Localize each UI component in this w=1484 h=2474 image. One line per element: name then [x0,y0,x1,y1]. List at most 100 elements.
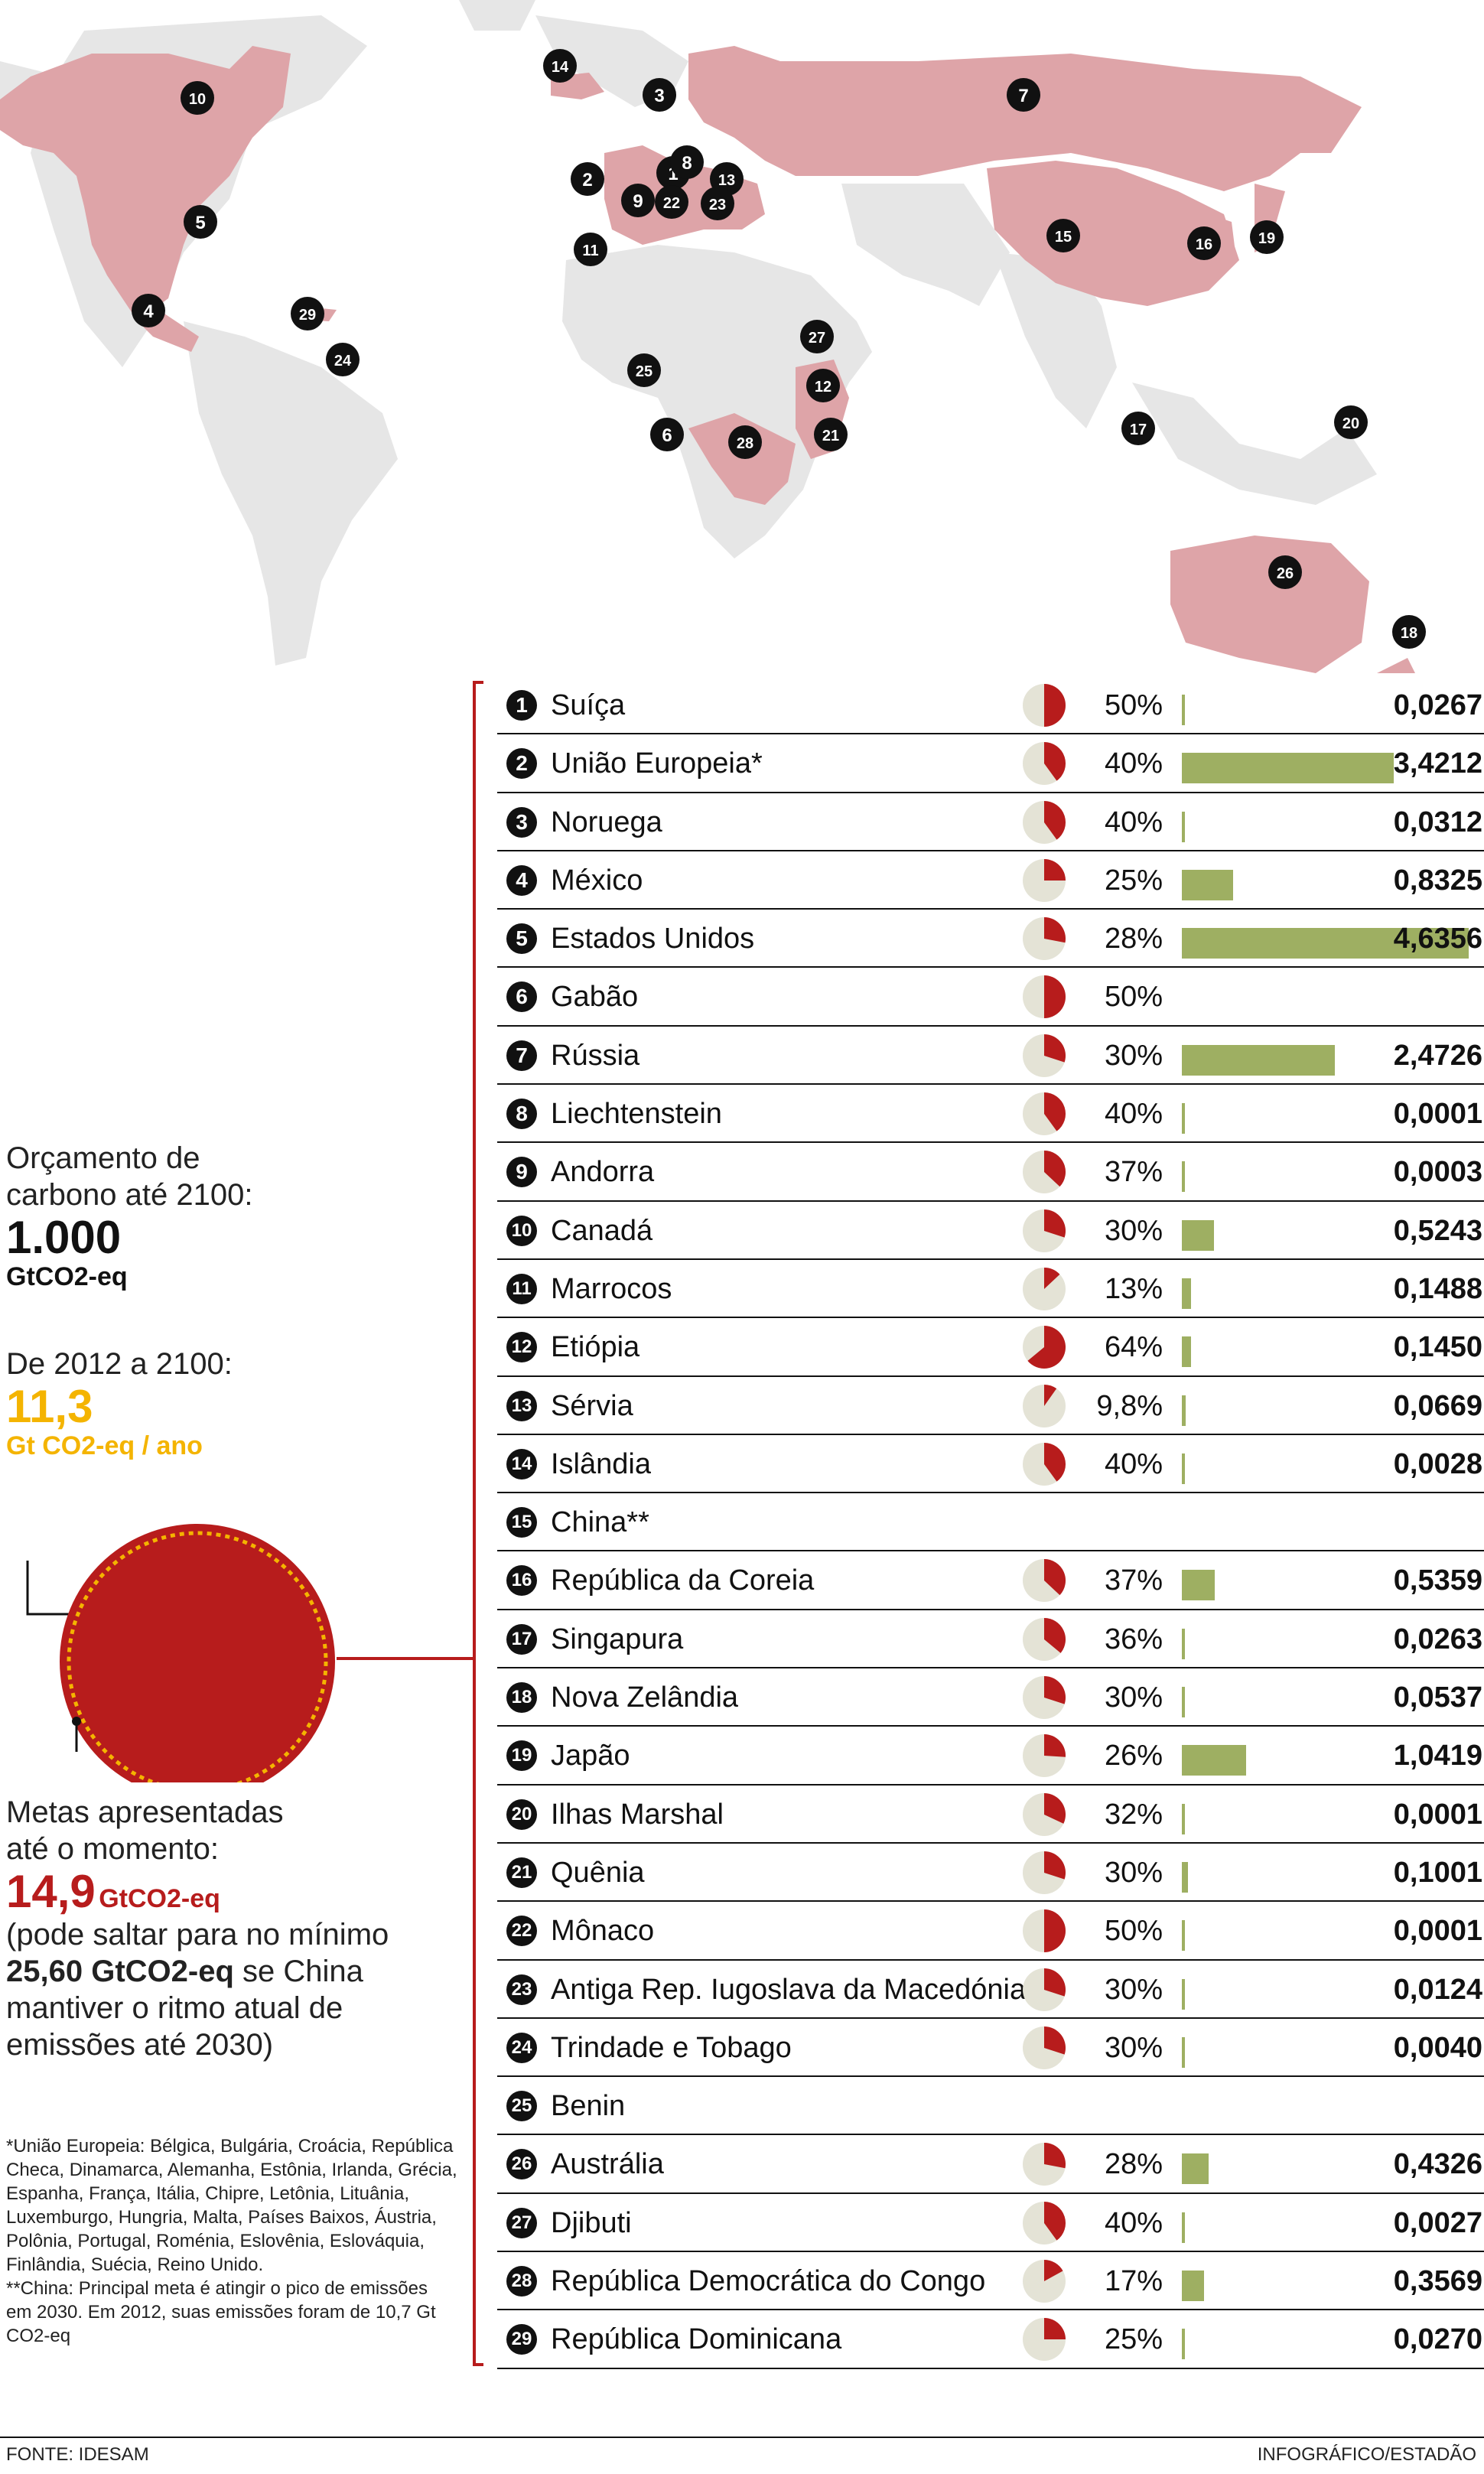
country-name: Sérvia [551,1389,633,1422]
emissions-value: 0,0124 [1393,1973,1482,2006]
reduction-percent: 30% [1104,1973,1163,2006]
emissions-bar [1182,869,1234,900]
row-number-badge: 13 [506,1390,537,1421]
table-row: 13 Sérvia 9,8% 0,0669 [497,1377,1484,1435]
country-name: Singapura [551,1623,684,1655]
row-number-badge: 11 [506,1273,537,1304]
reduction-percent: 30% [1104,1039,1163,1072]
svg-text:18: 18 [1401,625,1417,642]
row-number-badge: 25 [506,2091,537,2122]
table-row: 27 Djibuti 40% 0,0027 [497,2194,1484,2253]
pie-slice [1044,917,1066,943]
emissions-value: 0,0028 [1393,1447,1482,1480]
pie-mark [1023,1734,1066,1778]
budget-label-line1: Orçamento de [6,1141,200,1175]
marker-21: 21 [814,418,848,451]
table-row: 20 Ilhas Marshal 32% 0,0001 [497,1786,1484,1844]
reduction-percent: 36% [1104,1623,1163,1655]
svg-text:14: 14 [552,59,569,76]
country-name: Japão [551,1740,630,1772]
emissions-value: 0,0537 [1393,1681,1482,1714]
emissions-bar [1182,1803,1185,1834]
emissions-value: 0,1450 [1393,1331,1482,1364]
goals-note-2a: 25,60 GtCO2-eq [6,1955,234,1988]
country-name: Noruega [551,806,662,838]
emissions-value: 0,0027 [1393,2206,1482,2239]
table-row: 3 Noruega 40% 0,0312 [497,793,1484,851]
pie-slice [1044,2143,1066,2169]
goals-unit: GtCO2-eq [99,1884,220,1913]
reduction-percent: 30% [1104,2031,1163,2064]
reduction-percent: 37% [1104,1156,1163,1189]
row-number-badge: 4 [506,864,537,896]
svg-text:24: 24 [334,353,352,369]
table-row: 23 Antiga Rep. Iugoslava da Macedónia 30% 0… [497,1961,1484,2019]
table-bracket [473,681,483,2366]
svg-text:29: 29 [299,307,316,324]
marker-12: 12 [806,369,840,402]
country-name: Canadá [551,1214,653,1247]
svg-text:7: 7 [1018,86,1028,106]
marker-28: 28 [728,425,762,459]
table-row: 1 Suíça 50% 0,0267 [497,676,1484,735]
table-row: 4 México 25% 0,8325 [497,851,1484,910]
emissions-value: 1,0419 [1393,1740,1482,1772]
table-row: 29 República Dominicana 25% 0,0270 [497,2310,1484,2369]
emissions-value: 0,0263 [1393,1623,1482,1655]
goals-note-2b: se China [233,1955,363,1988]
marker-8: 8 [670,145,704,179]
budget-unit: GtCO2-eq [6,1262,128,1291]
pie-slice [1044,2201,1066,2241]
svg-text:10: 10 [189,91,206,108]
svg-text:5: 5 [195,213,205,233]
emissions-bar [1182,2153,1209,2185]
marker-25: 25 [627,353,661,387]
emissions-bar [1182,2271,1204,2302]
pie-mark [1023,917,1066,961]
svg-text:9: 9 [633,191,643,212]
pie-mark [1023,858,1066,902]
country-name: República Democrática do Congo [551,2265,986,2298]
reduction-percent: 26% [1104,1740,1163,1772]
marker-4: 4 [132,294,165,327]
table-row: 24 Trindade e Tobago 30% 0,0040 [497,2019,1484,2078]
row-number-badge: 29 [506,2324,537,2355]
emissions-bar [1182,2212,1185,2243]
period-label: De 2012 a 2100: [6,1347,233,1381]
country-name: Islândia [551,1447,651,1480]
reduction-percent: 17% [1104,2265,1163,2298]
svg-text:8: 8 [682,153,692,174]
emissions-value: 0,0003 [1393,1156,1482,1189]
emissions-bar [1182,1570,1216,1601]
marker-6: 6 [650,418,684,451]
marker-26: 26 [1268,555,1302,589]
country-name: Estados Unidos [551,923,755,955]
svg-text:6: 6 [662,425,672,446]
emissions-bar [1182,753,1394,784]
emissions-value: 0,5359 [1393,1564,1482,1597]
marker-22: 22 [655,185,688,219]
marker-15: 15 [1046,219,1080,252]
emissions-value: 4,6356 [1393,923,1482,955]
marker-9: 9 [621,184,655,217]
emissions-bar [1182,1103,1185,1134]
country-name: União Europeia* [551,747,763,780]
emissions-value: 0,1488 [1393,1272,1482,1305]
country-name: Etiópia [551,1331,640,1364]
row-number-badge: 10 [506,1215,537,1246]
pie-mark [1023,2143,1066,2186]
pie-mark [1023,2318,1066,2362]
pie-mark [1023,1092,1066,1136]
reduction-percent: 64% [1104,1331,1163,1364]
marker-5: 5 [184,205,217,239]
reduction-percent: 50% [1104,689,1163,721]
pie-slice [1044,1559,1066,1596]
emissions-bar [1182,811,1185,842]
reduction-percent: 25% [1104,2323,1163,2356]
pie-mark [1023,800,1066,844]
svg-text:4: 4 [143,301,154,322]
country-name: Antiga Rep. Iugoslava da Macedónia [551,1973,1027,2006]
pie-slice [1027,1326,1066,1369]
row-number-badge: 18 [506,1682,537,1714]
marker-19: 19 [1250,220,1284,254]
